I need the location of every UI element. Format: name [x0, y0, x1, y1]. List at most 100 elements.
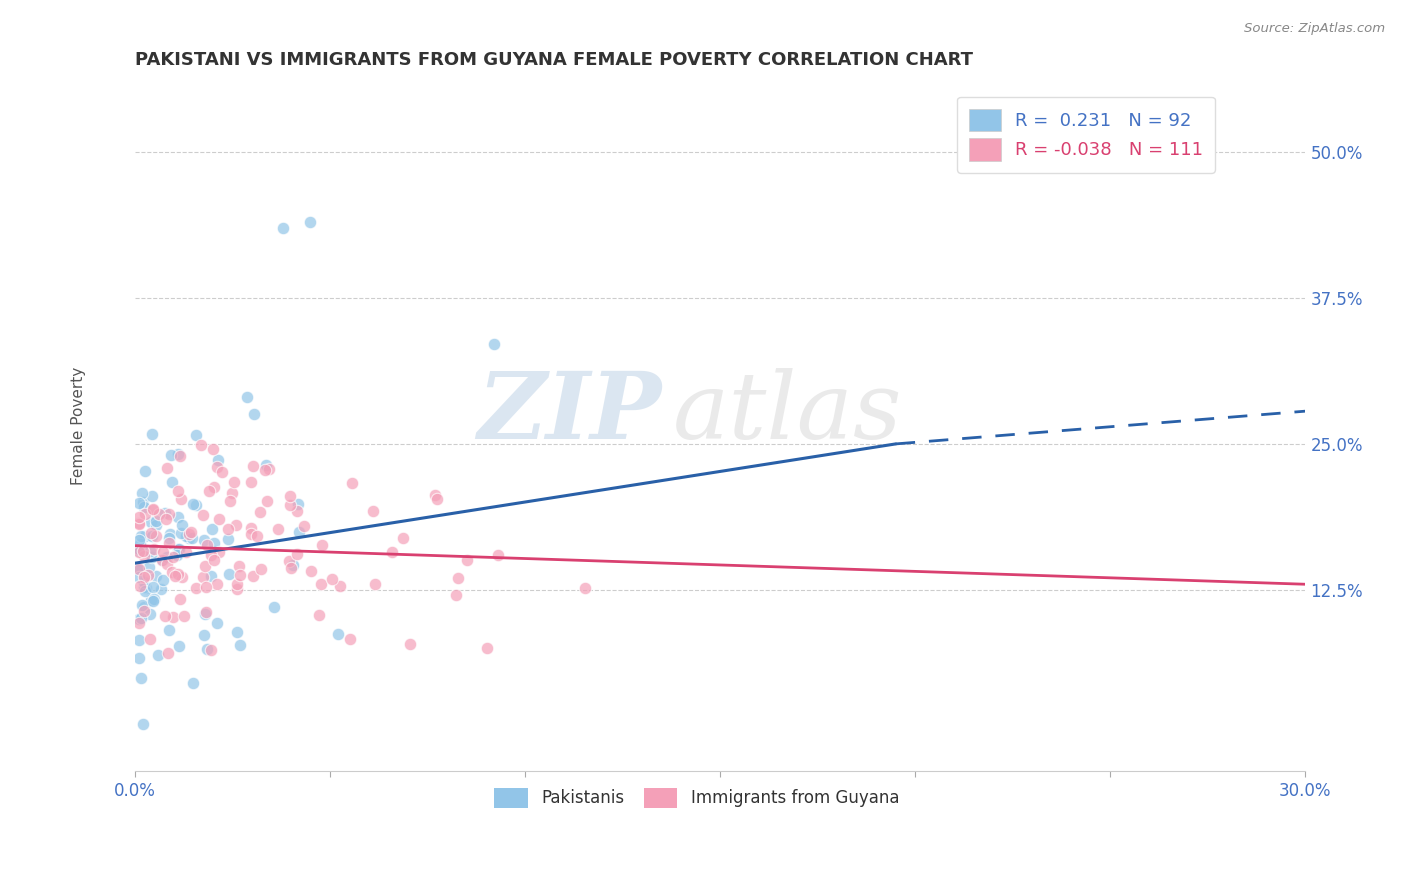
Point [202, 553, 225, 567]
Point [128, 632, 150, 647]
Point [156, 646, 179, 660]
Point [221, 486, 243, 500]
Point [141, 525, 163, 540]
Point [156, 461, 179, 475]
Point [128, 562, 150, 576]
Point [169, 525, 191, 540]
Point [134, 549, 156, 563]
Point [156, 558, 179, 572]
Point [167, 567, 190, 582]
Point [219, 494, 242, 508]
Point [145, 569, 167, 583]
Point [194, 559, 217, 574]
Point [138, 560, 160, 574]
Point [134, 604, 156, 618]
Point [155, 512, 177, 526]
Point [132, 544, 155, 558]
Point [128, 562, 150, 576]
Point [138, 543, 160, 558]
Point [193, 533, 215, 548]
Point [141, 529, 163, 543]
Point [142, 591, 165, 606]
Point [172, 517, 194, 532]
Point [128, 541, 150, 556]
Point [148, 507, 170, 521]
Point [129, 529, 152, 543]
Point [184, 428, 207, 442]
Point [207, 616, 229, 631]
Point [211, 465, 233, 479]
Point [236, 390, 259, 404]
Point [160, 565, 183, 579]
Point [134, 600, 156, 615]
Point [179, 527, 201, 541]
Point [208, 512, 231, 526]
Point [169, 449, 191, 463]
Point [135, 582, 157, 596]
Point [482, 337, 505, 351]
Point [128, 615, 150, 630]
Point [128, 510, 150, 524]
Point [381, 544, 404, 558]
Point [167, 484, 190, 499]
Point [205, 460, 228, 475]
Point [156, 549, 179, 564]
Point [183, 497, 205, 511]
Point [326, 627, 349, 641]
Point [254, 463, 277, 477]
Point [139, 515, 162, 529]
Point [249, 506, 271, 520]
Point [145, 517, 167, 532]
Point [574, 581, 596, 595]
Point [193, 627, 215, 641]
Point [309, 577, 332, 591]
Text: ZIP: ZIP [478, 368, 662, 458]
Point [217, 522, 239, 536]
Point [226, 576, 249, 591]
Point [128, 496, 150, 510]
Point [160, 448, 183, 462]
Point [229, 568, 252, 582]
Point [256, 493, 278, 508]
Point [447, 571, 470, 585]
Point [128, 516, 150, 531]
Point [278, 489, 301, 503]
Point [166, 447, 188, 461]
Point [141, 426, 163, 441]
Point [169, 591, 191, 606]
Point [292, 519, 315, 533]
Point [132, 570, 155, 584]
Point [364, 576, 387, 591]
Point [191, 570, 214, 584]
Point [423, 488, 446, 502]
Point [129, 611, 152, 625]
Point [128, 516, 150, 530]
Point [132, 575, 155, 590]
Point [226, 582, 249, 597]
Point [139, 593, 162, 607]
Point [134, 464, 156, 478]
Point [139, 607, 162, 622]
Point [134, 580, 156, 594]
Point [195, 605, 218, 619]
Point [205, 577, 228, 591]
Point [142, 503, 165, 517]
Point [157, 507, 180, 521]
Point [145, 515, 167, 529]
Point [134, 500, 156, 514]
Y-axis label: Female Poverty: Female Poverty [72, 368, 86, 485]
Point [153, 608, 176, 623]
Point [240, 521, 263, 535]
Point [128, 612, 150, 626]
Point [128, 533, 150, 547]
Point [173, 608, 195, 623]
Text: PAKISTANI VS IMMIGRANTS FROM GUYANA FEMALE POVERTY CORRELATION CHART: PAKISTANI VS IMMIGRANTS FROM GUYANA FEMA… [135, 51, 973, 69]
Point [141, 550, 163, 565]
Text: Source: ZipAtlas.com: Source: ZipAtlas.com [1244, 22, 1385, 36]
Point [129, 579, 152, 593]
Point [167, 541, 190, 556]
Point [240, 475, 263, 490]
Point [486, 548, 509, 562]
Point [311, 538, 333, 552]
Point [222, 475, 245, 489]
